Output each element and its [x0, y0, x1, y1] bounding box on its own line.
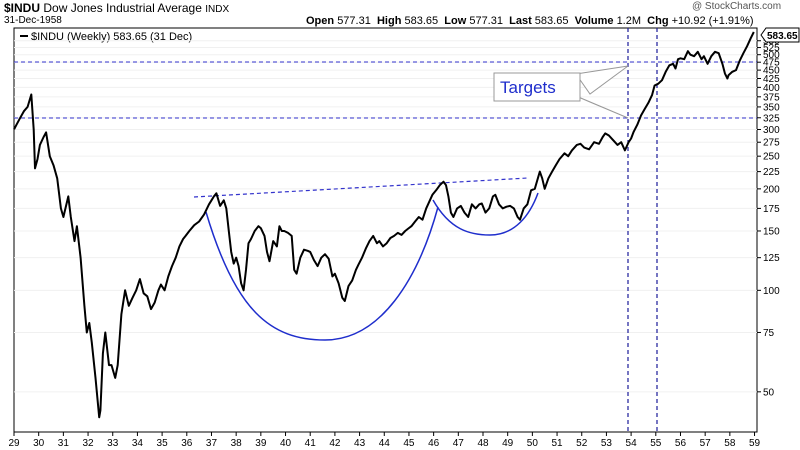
header-line-1: $INDU Dow Jones Industrial Average INDX: [4, 1, 229, 15]
y-tick-label: 300: [763, 125, 780, 136]
last-price-tag: [760, 27, 800, 43]
x-tick-label: 51: [551, 438, 563, 449]
callout-pointer-lower: [575, 95, 629, 119]
volume-label: Volume: [574, 15, 614, 27]
x-tick-label: 29: [8, 438, 20, 449]
x-tick-label: 47: [453, 438, 465, 449]
neckline: [193, 177, 529, 198]
y-tick-label: 400: [763, 83, 780, 94]
x-tick-label: 49: [502, 438, 514, 449]
cup-curve: [205, 206, 439, 341]
x-tick-label: 52: [576, 438, 588, 449]
quote-line: Open 577.31 High 583.65 Low 577.31 Last …: [306, 15, 754, 27]
high-value: 583.65: [404, 15, 439, 27]
x-tick-label: 42: [329, 438, 341, 449]
x-tick-label: 55: [650, 438, 662, 449]
callout-pointer-upper: [575, 65, 629, 95]
y-tick-label: 75: [763, 328, 775, 339]
x-tick-label: 59: [749, 438, 761, 449]
y-tick-label: 100: [763, 286, 780, 297]
y-axis: 50 75 100 125 150 175 200 225 250 275 300325350375…: [757, 36, 780, 398]
low-value: 577.31: [469, 15, 503, 27]
x-tick-label: 48: [477, 438, 489, 449]
x-axis: 29 30 31 32 33 34 35 36 37 38 39 40 41 42 43 44 45 46 47 48…: [8, 432, 761, 449]
targets-callout-text: Targets: [500, 78, 556, 97]
last-price-tag-text: 583.65: [767, 31, 798, 42]
x-tick-label: 39: [255, 438, 267, 449]
x-tick-label: 57: [700, 438, 712, 449]
x-tick-label: 34: [132, 438, 144, 449]
y-tick-label: 250: [763, 152, 780, 163]
y-tick-label: 50: [763, 387, 775, 398]
y-tick-label: 450: [763, 66, 780, 77]
targets-callout-box: [493, 72, 581, 102]
y-tick-label: 275: [763, 138, 780, 149]
y-tick-label: 425: [763, 74, 780, 85]
handle-curve: [432, 192, 539, 236]
y-tick-label: 525: [763, 43, 780, 54]
y-tick-label: 225: [763, 167, 780, 178]
x-tick-label: 46: [428, 438, 440, 449]
chg-value: +10.92 (+1.91%): [671, 15, 754, 27]
chart-date: 31-Dec-1958: [4, 15, 62, 26]
x-tick-label: 38: [231, 438, 243, 449]
x-tick-label: 32: [82, 438, 94, 449]
y-tick-label: 375: [763, 92, 780, 103]
x-tick-label: 44: [379, 438, 391, 449]
watermark: @ StockCharts.com: [692, 1, 782, 12]
y-tick-label: 200: [763, 184, 780, 195]
y-tick-label: 475: [763, 58, 780, 69]
x-tick-label: 50: [527, 438, 539, 449]
plot-frame: [13, 27, 758, 433]
x-tick-label: 36: [181, 438, 193, 449]
x-tick-label: 58: [724, 438, 736, 449]
volume-value: 1.2M: [616, 15, 642, 27]
x-tick-label: 56: [675, 438, 687, 449]
y-tick-label: 125: [763, 253, 780, 264]
open-value: 577.31: [337, 15, 371, 27]
x-tick-label: 33: [107, 438, 119, 449]
y-tick-label: 150: [763, 226, 780, 237]
grid: [14, 40, 757, 393]
symbol: $INDU: [4, 1, 41, 15]
chg-label: Chg: [647, 15, 669, 27]
y-tick-label: 325: [763, 113, 780, 124]
x-tick-label: 53: [601, 438, 613, 449]
low-label: Low: [444, 15, 467, 27]
legend-label: $INDU (Weekly) 583.65 (31 Dec): [31, 31, 192, 43]
index-name: Dow Jones Industrial Average: [43, 1, 202, 15]
y-tick-label: 500: [763, 50, 780, 61]
high-label: High: [376, 15, 402, 27]
last-value: 583.65: [534, 15, 569, 27]
open-label: Open: [306, 15, 335, 27]
x-tick-label: 43: [354, 438, 366, 449]
y-tick-label: 350: [763, 102, 780, 113]
x-tick-label: 30: [33, 438, 45, 449]
x-tick-label: 35: [157, 438, 169, 449]
last-label: Last: [509, 15, 532, 27]
x-tick-label: 37: [206, 438, 218, 449]
x-tick-label: 40: [280, 438, 292, 449]
x-tick-label: 45: [403, 438, 415, 449]
x-tick-label: 31: [58, 438, 70, 449]
price-line: [13, 31, 755, 419]
y-tick-label: 175: [763, 204, 780, 215]
x-tick-label: 41: [305, 438, 317, 449]
exchange: INDX: [205, 4, 230, 15]
x-tick-label: 54: [626, 438, 638, 449]
